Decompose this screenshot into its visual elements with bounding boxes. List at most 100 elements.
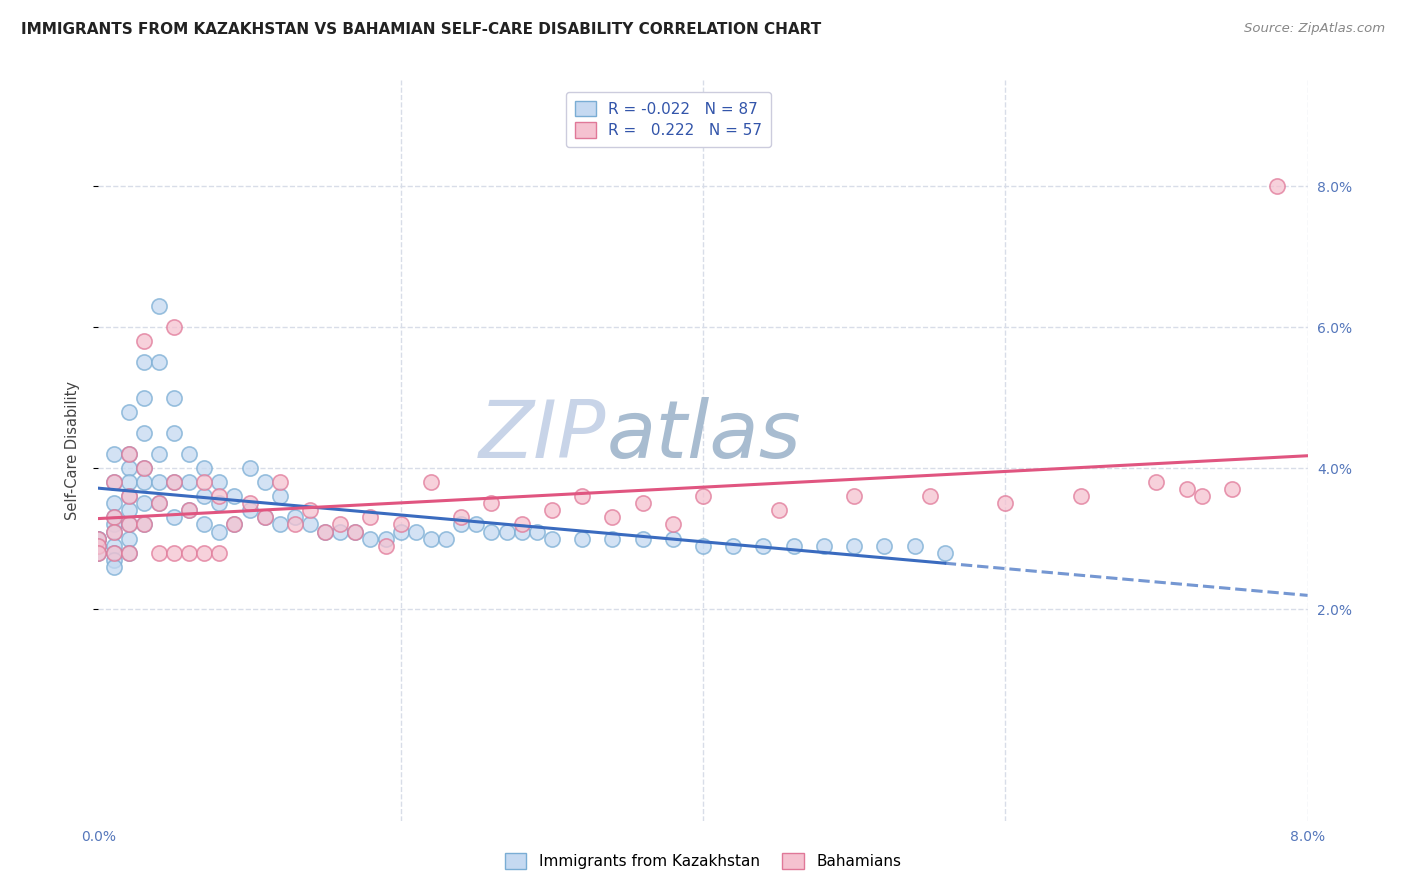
Point	[269, 475, 291, 490]
Point	[269, 517, 291, 532]
Point	[360, 532, 382, 546]
Point	[179, 546, 201, 560]
Point	[118, 489, 141, 503]
Point	[132, 461, 155, 475]
Point	[224, 517, 246, 532]
Point	[1175, 482, 1198, 496]
Point	[163, 475, 186, 490]
Point	[103, 510, 125, 524]
Point	[103, 546, 125, 560]
Point	[132, 496, 155, 510]
Point	[284, 517, 307, 532]
Point	[873, 539, 896, 553]
Point	[495, 524, 517, 539]
Point	[405, 524, 427, 539]
Point	[329, 524, 352, 539]
Point	[132, 517, 155, 532]
Point	[179, 503, 201, 517]
Point	[118, 447, 141, 461]
Point	[1191, 489, 1213, 503]
Point	[179, 503, 201, 517]
Point	[103, 559, 125, 574]
Point	[783, 539, 806, 553]
Point	[163, 510, 186, 524]
Point	[87, 546, 110, 560]
Point	[103, 546, 125, 560]
Point	[692, 489, 714, 503]
Point	[163, 546, 186, 560]
Point	[193, 517, 215, 532]
Point	[389, 517, 412, 532]
Point	[87, 539, 110, 553]
Point	[132, 391, 155, 405]
Point	[768, 503, 790, 517]
Point	[1146, 475, 1168, 490]
Point	[118, 489, 141, 503]
Point	[239, 503, 262, 517]
Point	[526, 524, 548, 539]
Point	[87, 532, 110, 546]
Text: Source: ZipAtlas.com: Source: ZipAtlas.com	[1244, 22, 1385, 36]
Point	[661, 517, 683, 532]
Point	[148, 299, 170, 313]
Point	[193, 546, 215, 560]
Point	[602, 532, 624, 546]
Point	[1220, 482, 1243, 496]
Point	[239, 461, 262, 475]
Y-axis label: Self-Care Disability: Self-Care Disability	[65, 381, 80, 520]
Point	[163, 391, 186, 405]
Point	[208, 546, 231, 560]
Point	[420, 475, 443, 490]
Point	[132, 475, 155, 490]
Point	[118, 447, 141, 461]
Point	[148, 496, 170, 510]
Point	[163, 475, 186, 490]
Point	[118, 503, 141, 517]
Point	[118, 461, 141, 475]
Point	[434, 532, 457, 546]
Point	[692, 539, 714, 553]
Point	[374, 539, 396, 553]
Point	[602, 510, 624, 524]
Point	[87, 532, 110, 546]
Point	[1267, 179, 1289, 194]
Point	[344, 524, 367, 539]
Point	[118, 475, 141, 490]
Point	[752, 539, 775, 553]
Point	[571, 532, 593, 546]
Point	[631, 532, 654, 546]
Point	[103, 510, 125, 524]
Point	[661, 532, 683, 546]
Point	[132, 334, 155, 348]
Point	[118, 517, 141, 532]
Point	[163, 320, 186, 334]
Point	[87, 532, 110, 546]
Point	[87, 546, 110, 560]
Point	[193, 461, 215, 475]
Point	[208, 475, 231, 490]
Point	[374, 532, 396, 546]
Point	[918, 489, 941, 503]
Point	[934, 546, 956, 560]
Legend: R = -0.022   N = 87, R =   0.222   N = 57: R = -0.022 N = 87, R = 0.222 N = 57	[565, 92, 772, 147]
Legend: Immigrants from Kazakhstan, Bahamians: Immigrants from Kazakhstan, Bahamians	[499, 847, 907, 875]
Point	[465, 517, 488, 532]
Point	[844, 489, 866, 503]
Point	[118, 546, 141, 560]
Point	[87, 539, 110, 553]
Point	[224, 489, 246, 503]
Point	[360, 510, 382, 524]
Point	[208, 489, 231, 503]
Point	[299, 503, 322, 517]
Point	[132, 425, 155, 440]
Point	[329, 517, 352, 532]
Point	[103, 524, 125, 539]
Point	[118, 517, 141, 532]
Point	[314, 524, 336, 539]
Text: ZIP: ZIP	[479, 397, 606, 475]
Point	[481, 524, 503, 539]
Point	[344, 524, 367, 539]
Point	[389, 524, 412, 539]
Point	[148, 496, 170, 510]
Point	[193, 489, 215, 503]
